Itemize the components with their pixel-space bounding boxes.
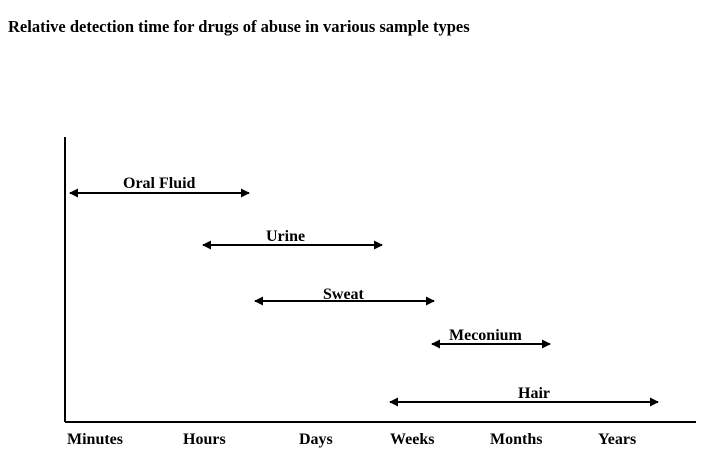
x-tick-label-minutes: Minutes: [67, 431, 123, 448]
x-tick-label-days: Days: [299, 431, 333, 448]
oral-fluid-label: Oral Fluid: [123, 175, 196, 192]
meconium-label: Meconium: [449, 327, 523, 344]
x-tick-label-years: Years: [598, 431, 636, 448]
diagram-title: Relative detection time for drugs of abu…: [8, 17, 470, 36]
urine-label: Urine: [266, 228, 305, 245]
x-tick-label-weeks: Weeks: [390, 431, 434, 448]
hair-label: Hair: [518, 385, 550, 402]
x-tick-label-months: Months: [490, 431, 542, 448]
sweat-label: Sweat: [323, 286, 365, 303]
x-tick-label-hours: Hours: [183, 431, 226, 448]
